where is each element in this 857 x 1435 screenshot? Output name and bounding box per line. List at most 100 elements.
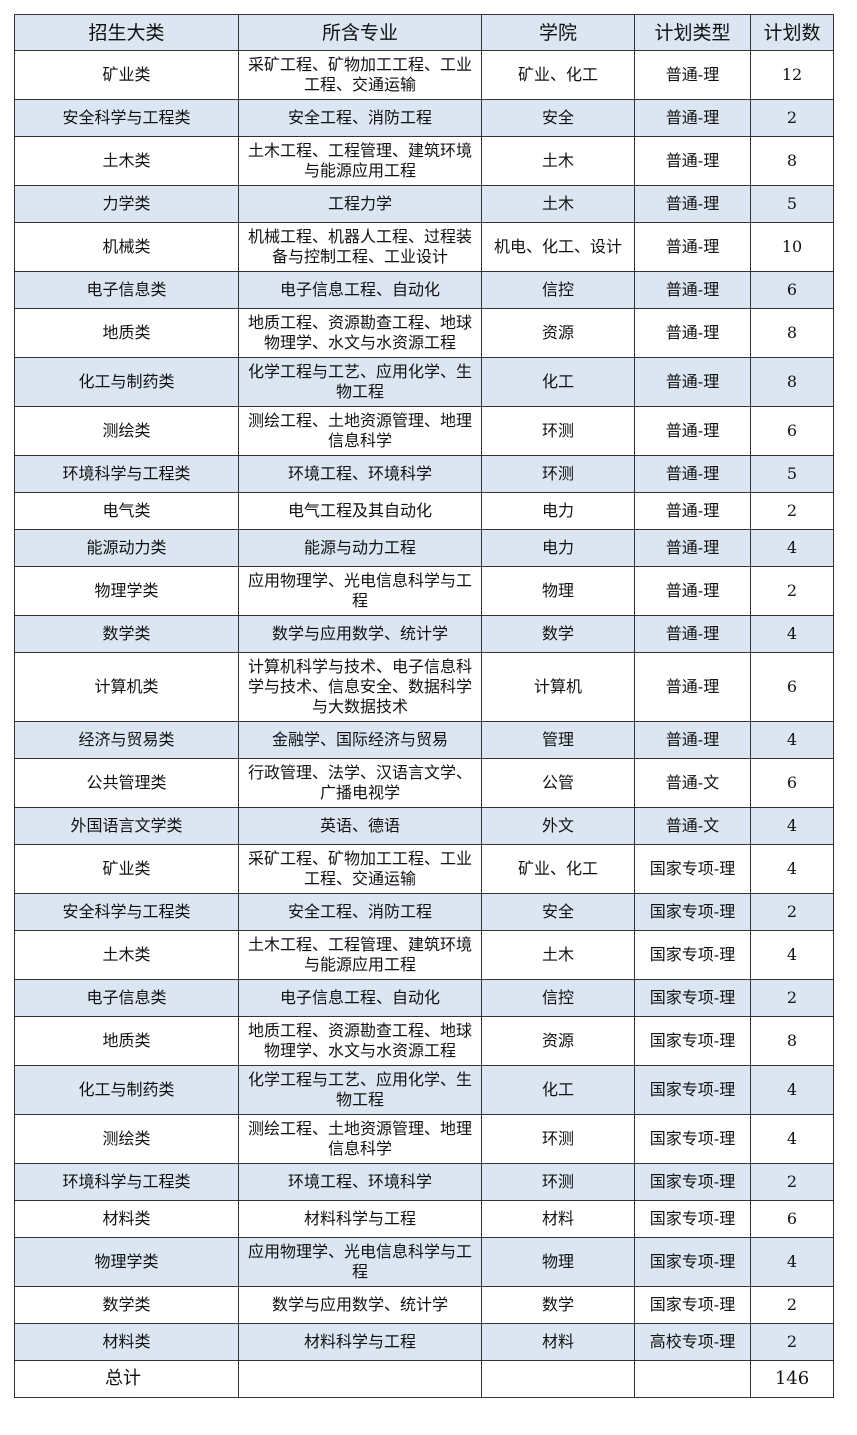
table-row: 电子信息类 电子信息工程、自动化 信控 普通-理 6: [14, 271, 834, 309]
cell-category: 数学类: [14, 1286, 239, 1324]
cell-plan-count: 2: [750, 99, 834, 137]
table-row: 数学类 数学与应用数学、统计学 数学 国家专项-理 2: [14, 1286, 834, 1324]
cell-college: 材料: [481, 1323, 635, 1361]
cell-plan-type: 国家专项-理: [634, 893, 751, 931]
cell-category: 土木类: [14, 136, 239, 186]
cell-plan-count: 4: [750, 844, 834, 894]
cell-college: 化工: [481, 357, 635, 407]
table-row: 计算机类 计算机科学与技术、电子信息科学与技术、信息安全、数据科学与大数据技术 计算…: [14, 652, 834, 722]
cell-majors: 应用物理学、光电信息科学与工程: [238, 1237, 482, 1287]
table-row: 化工与制药类 化学工程与工艺、应用化学、生物工程 化工 普通-理 8: [14, 357, 834, 407]
cell-plan-type: 普通-理: [634, 615, 751, 653]
cell-plan-count: 4: [750, 1114, 834, 1164]
cell-category: 安全科学与工程类: [14, 99, 239, 137]
cell-category: 化工与制药类: [14, 357, 239, 407]
table-row: 化工与制药类 化学工程与工艺、应用化学、生物工程 化工 国家专项-理 4: [14, 1065, 834, 1115]
table-row: 矿业类 采矿工程、矿物加工工程、工业工程、交通运输 矿业、化工 普通-理 12: [14, 50, 834, 100]
cell-college: 外文: [481, 807, 635, 845]
cell-college: 机电、化工、设计: [481, 222, 635, 272]
cell-category: 公共管理类: [14, 758, 239, 808]
table-row: 电子信息类 电子信息工程、自动化 信控 国家专项-理 2: [14, 979, 834, 1017]
cell-plan-type: 国家专项-理: [634, 1114, 751, 1164]
cell-category: 力学类: [14, 185, 239, 223]
cell-majors: 金融学、国际经济与贸易: [238, 721, 482, 759]
cell-college: 环测: [481, 406, 635, 456]
cell-plan-type: 普通-理: [634, 566, 751, 616]
cell-plan-count: 6: [750, 1200, 834, 1238]
cell-category: 土木类: [14, 930, 239, 980]
header-plan-count: 计划数: [750, 14, 834, 51]
cell-plan-type: 普通-理: [634, 50, 751, 100]
cell-plan-type: 普通-理: [634, 222, 751, 272]
table-row: 安全科学与工程类 安全工程、消防工程 安全 普通-理 2: [14, 99, 834, 137]
cell-plan-type: 普通-理: [634, 492, 751, 530]
cell-majors: 电子信息工程、自动化: [238, 271, 482, 309]
cell-plan-count: 4: [750, 615, 834, 653]
cell-plan-count: 2: [750, 492, 834, 530]
cell-plan-type: 国家专项-理: [634, 1237, 751, 1287]
cell-plan-type: 普通-理: [634, 721, 751, 759]
cell-majors: 数学与应用数学、统计学: [238, 1286, 482, 1324]
cell-category: 计算机类: [14, 652, 239, 722]
cell-category: 安全科学与工程类: [14, 893, 239, 931]
table-row: 测绘类 测绘工程、土地资源管理、地理信息科学 环测 国家专项-理 4: [14, 1114, 834, 1164]
cell-college: 环测: [481, 455, 635, 493]
table-row: 测绘类 测绘工程、土地资源管理、地理信息科学 环测 普通-理 6: [14, 406, 834, 456]
cell-plan-type: 普通-文: [634, 758, 751, 808]
cell-college: 信控: [481, 271, 635, 309]
cell-category: 机械类: [14, 222, 239, 272]
cell-plan-count: 4: [750, 529, 834, 567]
table-row: 公共管理类 行政管理、法学、汉语言文学、广播电视学 公管 普通-文 6: [14, 758, 834, 808]
cell-plan-count: 4: [750, 930, 834, 980]
cell-college: 资源: [481, 308, 635, 358]
cell-college: 物理: [481, 1237, 635, 1287]
cell-majors: 采矿工程、矿物加工工程、工业工程、交通运输: [238, 50, 482, 100]
cell-college: 土木: [481, 185, 635, 223]
cell-plan-type: 普通-理: [634, 136, 751, 186]
cell-plan-count: 2: [750, 1286, 834, 1324]
cell-plan-count: 4: [750, 721, 834, 759]
cell-category: 矿业类: [14, 844, 239, 894]
table-row: 机械类 机械工程、机器人工程、过程装备与控制工程、工业设计 机电、化工、设计 普通-理…: [14, 222, 834, 272]
table-row: 物理学类 应用物理学、光电信息科学与工程 物理 国家专项-理 4: [14, 1237, 834, 1287]
cell-plan-count: 2: [750, 566, 834, 616]
cell-majors: 行政管理、法学、汉语言文学、广播电视学: [238, 758, 482, 808]
table-row: 材料类 材料科学与工程 材料 高校专项-理 2: [14, 1323, 834, 1361]
cell-college: 电力: [481, 529, 635, 567]
cell-plan-count: 8: [750, 136, 834, 186]
cell-plan-type: 普通-理: [634, 406, 751, 456]
cell-college: 材料: [481, 1200, 635, 1238]
table-row: 电气类 电气工程及其自动化 电力 普通-理 2: [14, 492, 834, 530]
cell-plan-type: 普通-理: [634, 271, 751, 309]
cell-majors: 工程力学: [238, 185, 482, 223]
cell-college: 土木: [481, 930, 635, 980]
cell-category: 物理学类: [14, 1237, 239, 1287]
cell-college: 安全: [481, 99, 635, 137]
cell-plan-type: 国家专项-理: [634, 1200, 751, 1238]
cell-plan-type: 普通-理: [634, 99, 751, 137]
cell-category: 材料类: [14, 1200, 239, 1238]
cell-majors: 安全工程、消防工程: [238, 99, 482, 137]
cell-category: 材料类: [14, 1323, 239, 1361]
header-category: 招生大类: [14, 14, 239, 51]
cell-plan-count: 5: [750, 455, 834, 493]
cell-plan-count: 6: [750, 406, 834, 456]
cell-majors: 电气工程及其自动化: [238, 492, 482, 530]
cell-college: 物理: [481, 566, 635, 616]
cell-college: 管理: [481, 721, 635, 759]
header-plan-type: 计划类型: [634, 14, 751, 51]
cell-majors: 安全工程、消防工程: [238, 893, 482, 931]
cell-college: 矿业、化工: [481, 844, 635, 894]
cell-plan-type: 国家专项-理: [634, 1065, 751, 1115]
cell-plan-type: 普通-理: [634, 529, 751, 567]
table-row: 物理学类 应用物理学、光电信息科学与工程 物理 普通-理 2: [14, 566, 834, 616]
cell-plan-count: 6: [750, 652, 834, 722]
cell-plan-type: 普通-理: [634, 357, 751, 407]
cell-plan-type: 高校专项-理: [634, 1323, 751, 1361]
cell-category: 物理学类: [14, 566, 239, 616]
table-row: 能源动力类 能源与动力工程 电力 普通-理 4: [14, 529, 834, 567]
cell-majors: 英语、德语: [238, 807, 482, 845]
total-row: 总计 146: [14, 1360, 834, 1398]
total-empty-cell: [481, 1360, 635, 1398]
cell-category: 电子信息类: [14, 271, 239, 309]
